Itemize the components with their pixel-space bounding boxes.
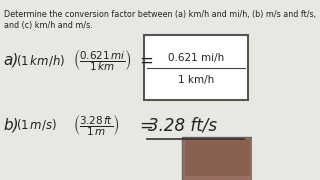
Text: 0.621 mi/h: 0.621 mi/h bbox=[168, 53, 224, 62]
Text: and (c) km/h and m/s.: and (c) km/h and m/s. bbox=[4, 21, 93, 30]
Bar bbox=[144, 35, 248, 100]
Text: $\left(\dfrac{0.621\,mi}{1\,km}\right)$: $\left(\dfrac{0.621\,mi}{1\,km}\right)$ bbox=[73, 47, 132, 73]
Text: Determine the conversion factor between (a) km/h and mi/h, (b) m/s and ft/s,: Determine the conversion factor between … bbox=[4, 10, 316, 19]
Text: b): b) bbox=[3, 118, 19, 132]
Text: $(1\,km/h)$: $(1\,km/h)$ bbox=[16, 53, 65, 68]
Text: 1 km/h: 1 km/h bbox=[178, 75, 214, 84]
Text: a): a) bbox=[3, 53, 19, 68]
Text: $=$: $=$ bbox=[135, 116, 153, 134]
Text: $(1\,m/s)$: $(1\,m/s)$ bbox=[16, 118, 57, 132]
Text: $\left(\dfrac{3.28\,ft}{1\,m}\right)$: $\left(\dfrac{3.28\,ft}{1\,m}\right)$ bbox=[73, 112, 120, 138]
Text: $=$: $=$ bbox=[135, 51, 153, 69]
Bar bbox=[186, 139, 250, 176]
Text: 3.28 ft/s: 3.28 ft/s bbox=[148, 116, 217, 134]
Bar bbox=[181, 137, 252, 180]
